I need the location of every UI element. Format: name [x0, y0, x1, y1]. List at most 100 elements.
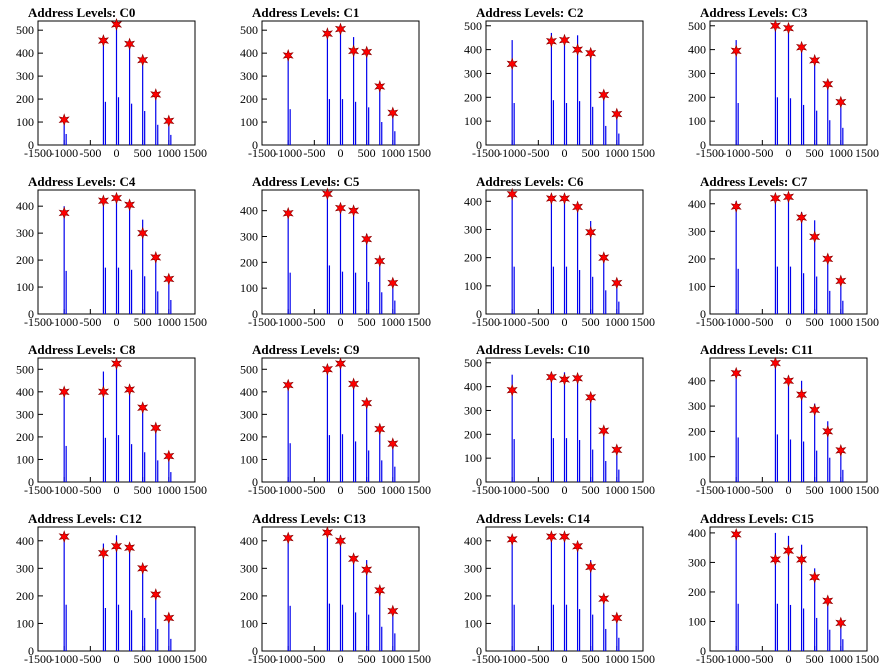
x-tick-label: 1500 [631, 146, 655, 160]
chart-title: Address Levels: C15 [700, 511, 814, 526]
peak-marker [769, 356, 782, 370]
x-tick-label: -1000 [274, 652, 302, 666]
x-tick-label: -1500 [248, 315, 276, 329]
x-tick-label: 1000 [605, 652, 629, 666]
y-tick-label: 100 [688, 614, 706, 628]
peak-marker [334, 357, 347, 371]
x-tick-label: 0 [786, 315, 792, 329]
x-tick-label: 0 [114, 146, 120, 160]
x-tick-label: 1500 [407, 146, 431, 160]
x-tick-label: -500 [79, 315, 101, 329]
peak-marker [611, 443, 623, 457]
x-tick-label: 0 [338, 483, 344, 497]
y-tick-label: 400 [240, 534, 258, 548]
y-tick-label: 0 [28, 307, 34, 321]
peak-marker [822, 594, 834, 608]
peak-marker [123, 383, 136, 397]
x-tick-label: -1000 [274, 483, 302, 497]
x-tick-label: 500 [806, 315, 824, 329]
peak-marker [348, 377, 360, 391]
x-tick-label: -1500 [472, 146, 500, 160]
x-tick-label: -1500 [248, 483, 276, 497]
x-tick-label: -1000 [50, 483, 78, 497]
y-tick-label: 200 [464, 427, 482, 441]
x-tick-label: 500 [582, 146, 600, 160]
chart-title: Address Levels: C6 [476, 174, 584, 189]
y-tick-label: 100 [16, 616, 34, 630]
peak-marker [730, 200, 742, 213]
y-tick-label: 300 [240, 230, 258, 244]
peak-marker [782, 374, 795, 388]
x-tick-label: 1500 [631, 483, 655, 497]
x-tick-label: -1500 [248, 652, 276, 666]
x-tick-label: 500 [358, 483, 376, 497]
y-tick-label: 300 [16, 407, 34, 421]
y-tick-label: 100 [688, 450, 706, 464]
x-tick-label: -1500 [696, 146, 724, 160]
x-tick-label: 1000 [605, 146, 629, 160]
x-tick-label: -500 [303, 315, 325, 329]
chart-title: Address Levels: C4 [28, 174, 136, 189]
x-tick-label: -500 [751, 315, 773, 329]
y-tick-label: 300 [688, 66, 706, 80]
peak-marker [321, 362, 333, 376]
peak-marker [387, 106, 399, 120]
peak-marker [506, 57, 518, 71]
y-tick-label: 0 [476, 307, 482, 321]
y-tick-label: 300 [240, 561, 258, 575]
peak-marker [361, 563, 373, 577]
peak-marker [321, 27, 334, 41]
x-tick-label: 1000 [381, 652, 405, 666]
peak-marker [58, 530, 70, 544]
y-tick-label: 200 [688, 424, 706, 438]
y-tick-label: 300 [464, 66, 482, 80]
x-tick-label: 1000 [157, 483, 181, 497]
y-tick-label: 100 [16, 115, 34, 129]
peak-marker [598, 88, 610, 102]
y-tick-label: 200 [464, 251, 482, 265]
x-tick-label: 500 [134, 146, 152, 160]
x-tick-label: 1500 [855, 315, 879, 329]
peak-marker [58, 385, 70, 399]
x-tick-label: -500 [751, 652, 773, 666]
peak-marker [321, 526, 333, 539]
peak-marker [769, 553, 781, 566]
x-tick-label: -1000 [722, 652, 750, 666]
y-tick-label: 200 [240, 92, 258, 106]
chart-panel: Address Levels: C00100200300400500-1500-… [16, 5, 207, 160]
y-tick-label: 300 [240, 407, 258, 421]
x-tick-label: -1500 [248, 146, 276, 160]
x-tick-label: 0 [338, 652, 344, 666]
peak-marker [374, 422, 386, 436]
y-tick-label: 400 [240, 46, 258, 60]
x-tick-label: 500 [134, 483, 152, 497]
y-tick-label: 300 [688, 224, 706, 238]
x-tick-label: 1000 [381, 483, 405, 497]
x-tick-label: -500 [303, 146, 325, 160]
peak-marker [795, 211, 808, 225]
chart-panel: Address Levels: C12 0 100 200 300 400 -1500-10… [16, 511, 207, 666]
y-tick-label: 400 [464, 194, 482, 208]
x-tick-label: -1500 [472, 483, 500, 497]
y-tick-label: 300 [688, 555, 706, 569]
x-tick-label: -1500 [472, 315, 500, 329]
y-tick-label: 200 [240, 430, 258, 444]
peak-marker [150, 588, 162, 601]
chart-title: Address Levels: C1 [252, 5, 359, 20]
peak-marker [110, 539, 123, 553]
peak-marker [282, 378, 294, 392]
y-tick-label: 0 [700, 138, 706, 152]
x-tick-label: -500 [79, 483, 101, 497]
peak-marker [137, 226, 149, 240]
y-tick-label: 300 [464, 222, 482, 236]
peak-marker [97, 34, 109, 47]
peak-marker [796, 553, 808, 566]
peak-marker [150, 250, 162, 264]
y-tick-label: 100 [464, 616, 482, 630]
peak-marker [123, 541, 136, 555]
y-tick-label: 500 [240, 23, 258, 37]
y-tick-label: 0 [252, 475, 258, 489]
x-tick-label: -1000 [498, 315, 526, 329]
peak-marker [571, 371, 584, 385]
x-tick-label: 1000 [829, 652, 853, 666]
